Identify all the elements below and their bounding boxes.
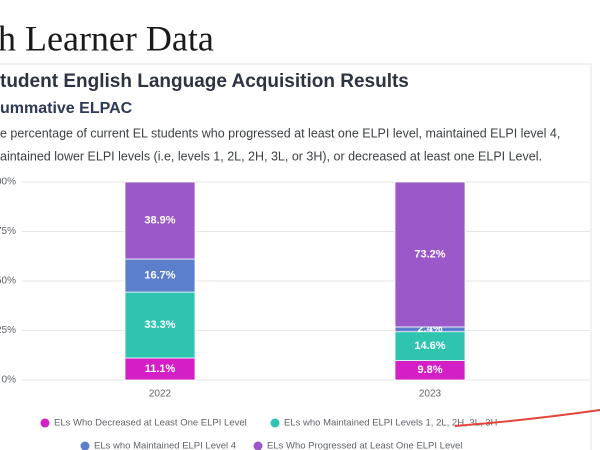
y-tick-label: 50% <box>0 276 16 287</box>
data-label: 9.8% <box>417 364 442 376</box>
legend-label: ELs who Maintained ELPI Levels 1, 2L, 2H… <box>284 418 497 429</box>
x-tick-label: 2023 <box>419 389 442 400</box>
legend-label: ELs who Maintained ELPI Level 4 <box>94 441 236 450</box>
plot: 0% 25% 50% 75% 00% 2022 11.1% 33.3% 16.7% 38.9% 20… <box>0 177 590 450</box>
legend-label: ELs Who Decreased at Least One ELPI Leve… <box>54 418 247 429</box>
y-tick-label: 25% <box>0 325 16 336</box>
data-label: 38.9% <box>144 214 175 226</box>
bar-segment <box>394 181 466 328</box>
legend-swatch <box>270 418 280 428</box>
data-label: 14.6% <box>414 340 445 352</box>
data-label: 33.3% <box>144 319 175 331</box>
data-label: 16.7% <box>144 269 175 281</box>
chart-subtitle: ummative ELPAC <box>0 100 133 117</box>
y-tick-label: 00% <box>0 177 16 188</box>
legend-label: ELs Who Progressed at Least One ELPI Lev… <box>267 441 462 450</box>
y-tick-label: 0% <box>2 375 17 386</box>
chart-title: tudent English Language Acquisition Resu… <box>0 71 409 92</box>
chart-card <box>0 63 592 450</box>
data-label: 73.2% <box>414 248 445 260</box>
description-line: aintained lower ELPI levels (i.e, levels… <box>0 149 542 163</box>
bar-segment <box>124 291 196 359</box>
y-tick-label: 75% <box>0 226 16 237</box>
x-tick-label: 2022 <box>149 389 172 400</box>
bar-segment <box>124 181 196 260</box>
legend-swatch <box>40 418 50 428</box>
legend-swatch <box>80 441 90 450</box>
legend-swatch <box>253 441 263 450</box>
slide-title: h Learner Data <box>0 18 214 58</box>
annotation-stroke <box>454 409 600 427</box>
data-label: 11.1% <box>145 363 176 375</box>
description-line: e percentage of current EL students who … <box>0 126 560 140</box>
bar-segment <box>394 331 466 361</box>
